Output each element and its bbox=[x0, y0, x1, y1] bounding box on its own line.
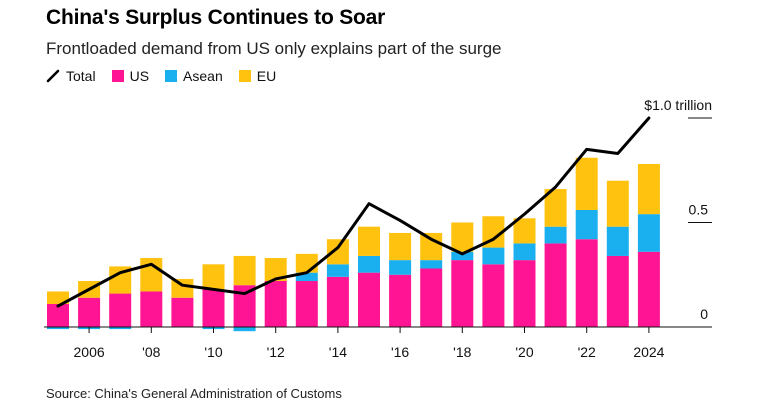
bar-eu bbox=[513, 218, 536, 244]
legend-item-asean: Asean bbox=[165, 68, 223, 84]
chart-plot: 0 0.5 $1.0 trillion 2006 '08 '10 '12 '14 '16 '18 '… bbox=[44, 97, 712, 360]
legend-label-asean: Asean bbox=[183, 68, 223, 84]
x-tick-label: '16 bbox=[391, 344, 409, 360]
eu-swatch-icon bbox=[238, 70, 251, 82]
us-swatch-icon bbox=[111, 70, 124, 82]
legend-item-eu: EU bbox=[238, 68, 277, 84]
legend-label-eu: EU bbox=[256, 68, 277, 84]
bar-eu bbox=[606, 180, 629, 227]
chart-title: China's Surplus Continues to Soar bbox=[46, 6, 386, 29]
x-tick-label: '14 bbox=[329, 344, 347, 360]
bar-eu bbox=[637, 163, 660, 215]
bar-asean bbox=[389, 260, 412, 275]
bar-eu bbox=[482, 216, 505, 248]
x-tick-label: 2006 bbox=[74, 344, 105, 360]
bar-eu bbox=[389, 232, 412, 261]
bar-eu bbox=[264, 258, 287, 282]
line-swatch-icon bbox=[46, 69, 60, 83]
legend-item-us: US bbox=[111, 68, 150, 84]
bar-asean bbox=[544, 226, 567, 244]
bar-asean bbox=[637, 214, 660, 252]
bar-eu bbox=[544, 189, 567, 227]
legend-label-us: US bbox=[129, 68, 150, 84]
x-tick-label: 2024 bbox=[633, 344, 664, 360]
x-tick-label: '20 bbox=[515, 344, 533, 360]
bar-asean bbox=[575, 209, 598, 240]
chart-subtitle: Frontloaded demand from US only explains… bbox=[46, 39, 502, 58]
bar-eu bbox=[202, 264, 225, 290]
bar-us bbox=[78, 297, 101, 327]
bar-asean bbox=[420, 260, 443, 269]
bar-us bbox=[171, 297, 194, 327]
bar-asean bbox=[326, 264, 349, 277]
bar-us bbox=[47, 304, 69, 327]
bar-us bbox=[326, 276, 349, 327]
bar-eu bbox=[171, 278, 194, 298]
bar-us bbox=[202, 289, 225, 327]
bar-eu bbox=[233, 255, 256, 286]
bar-eu bbox=[326, 239, 349, 265]
bar-eu bbox=[109, 266, 132, 294]
x-tick-label: '18 bbox=[453, 344, 471, 360]
bar-us bbox=[606, 255, 629, 327]
source-note: Source: China's General Administration o… bbox=[46, 386, 342, 401]
bar-eu bbox=[47, 291, 69, 305]
bar-us bbox=[389, 274, 412, 327]
bar-asean bbox=[482, 247, 505, 265]
legend: Total US Asean EU bbox=[46, 68, 292, 84]
bar-us bbox=[264, 281, 287, 327]
y-tick-label: $1.0 trillion bbox=[644, 97, 712, 113]
bar-eu bbox=[420, 232, 443, 261]
x-tick-label: '12 bbox=[267, 344, 285, 360]
bar-us bbox=[358, 272, 380, 327]
bar-eu bbox=[451, 222, 474, 252]
bar-eu bbox=[575, 157, 598, 210]
legend-label-total: Total bbox=[66, 68, 96, 84]
legend-item-total: Total bbox=[46, 68, 96, 84]
x-tick-label: '10 bbox=[204, 344, 222, 360]
bar-us bbox=[109, 293, 132, 327]
bar-us bbox=[420, 268, 443, 327]
bar-asean bbox=[233, 327, 256, 332]
bar-asean bbox=[109, 327, 132, 330]
bar-us bbox=[140, 291, 163, 327]
x-tick-label: '08 bbox=[142, 344, 160, 360]
bar-us bbox=[451, 260, 474, 327]
bar-eu bbox=[358, 226, 380, 256]
y-tick-label: 0 bbox=[700, 306, 708, 322]
bar-us bbox=[513, 260, 536, 327]
bar-asean bbox=[513, 243, 536, 261]
bar-us bbox=[482, 264, 505, 327]
bar-asean bbox=[47, 327, 69, 330]
bar-eu bbox=[295, 253, 318, 273]
bar-asean bbox=[295, 272, 318, 282]
asean-swatch-icon bbox=[165, 70, 178, 82]
bar-us bbox=[295, 281, 318, 327]
x-tick-label: '22 bbox=[578, 344, 596, 360]
bar-asean bbox=[451, 251, 474, 261]
bar-asean bbox=[358, 255, 380, 273]
bar-us bbox=[575, 239, 598, 327]
bar-us bbox=[233, 285, 256, 327]
bar-us bbox=[544, 243, 567, 327]
total-line bbox=[56, 116, 651, 308]
y-tick-label: 0.5 bbox=[689, 202, 709, 218]
bar-asean bbox=[606, 226, 629, 256]
bar-us bbox=[637, 251, 660, 327]
